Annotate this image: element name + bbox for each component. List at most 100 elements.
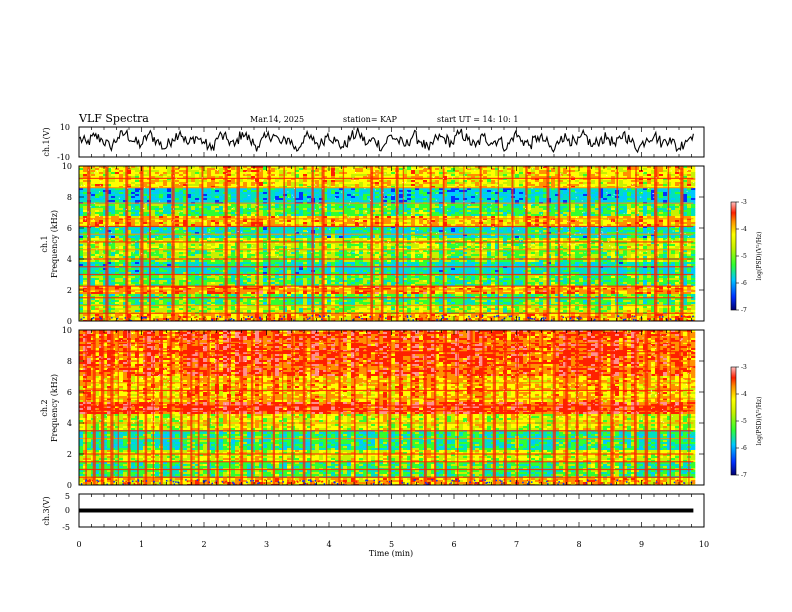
spectrogram-cell — [331, 194, 336, 197]
spectrogram-cell — [667, 210, 672, 213]
spectrogram-cell — [407, 192, 412, 195]
spectrogram-cell — [347, 222, 352, 225]
spectrogram-cell — [483, 166, 488, 169]
spectrogram-cell — [691, 190, 696, 193]
spectrogram-cell — [103, 190, 108, 193]
spectrogram-cell — [375, 210, 380, 213]
spectrogram-cell — [691, 214, 696, 217]
spectrogram-cell — [131, 178, 136, 181]
spectrogram-cell — [559, 200, 564, 203]
spectrogram-cell — [215, 200, 220, 203]
spectrogram-cell — [231, 170, 236, 173]
spectrogram-cell — [683, 194, 688, 197]
spectrogram-cell — [179, 206, 184, 209]
spectrogram-cell — [227, 180, 232, 183]
spectrogram-cell — [339, 206, 344, 209]
spectrogram-cell — [439, 224, 444, 227]
spectrogram-cell — [355, 170, 360, 173]
spectrogram-cell — [211, 194, 216, 197]
spectrogram-cell — [463, 208, 468, 211]
spectrogram-cell — [539, 208, 544, 211]
spectrogram-cell — [495, 190, 500, 193]
spectrogram-cell — [191, 214, 196, 217]
spectrogram-cell — [475, 182, 480, 185]
spectrogram-cell — [207, 168, 212, 171]
spectrogram-cell — [279, 220, 284, 223]
spectrogram-cell — [303, 170, 308, 173]
spectrogram-cell — [627, 196, 632, 199]
spectrogram-cell — [419, 174, 424, 177]
spectrogram-cell — [123, 210, 128, 213]
spectrogram-cell — [339, 180, 344, 183]
spectrogram-cell — [543, 204, 548, 207]
spectrogram-cell — [339, 194, 344, 197]
spectrogram-cell — [207, 216, 212, 219]
spectrogram-cell — [359, 172, 364, 175]
spectrogram-cell — [111, 168, 116, 171]
spectrogram-cell — [371, 214, 376, 217]
spectrogram-cell — [159, 184, 164, 187]
spectrogram-cell — [663, 200, 668, 203]
spectrogram-cell — [411, 208, 416, 211]
spectrogram-cell — [155, 198, 160, 201]
spectrogram-cell — [675, 172, 680, 175]
spectrogram-cell — [263, 192, 268, 195]
spectrogram-cell — [463, 176, 468, 179]
spectrogram-cell — [359, 224, 364, 227]
spectrogram-cell — [563, 204, 568, 207]
spectrogram-cell — [667, 166, 672, 169]
spectrogram-cell — [491, 182, 496, 185]
spectrogram-cell — [323, 178, 328, 181]
spectrogram-cell — [387, 178, 392, 181]
spectrogram-cell — [647, 208, 652, 211]
spectrogram-cell — [215, 226, 220, 229]
spectrogram-cell — [387, 184, 392, 187]
spectrogram-cell — [331, 216, 336, 219]
spectrogram-cell — [623, 208, 628, 211]
spectrogram-cell — [411, 184, 416, 187]
spectrogram-cell — [363, 214, 368, 217]
spectrogram-cell — [623, 184, 628, 187]
spectrogram-cell — [627, 180, 632, 183]
spectrogram-cell — [131, 208, 136, 211]
spectrogram-cell — [431, 220, 436, 223]
spectrogram-cell — [239, 200, 244, 203]
spectrogram-cell — [199, 216, 204, 219]
spectrogram-cell — [83, 198, 88, 201]
spectrogram-cell — [355, 212, 360, 215]
spectrogram-cell — [115, 200, 120, 203]
spectrogram-cell — [455, 182, 460, 185]
spectrogram-cell — [175, 188, 180, 191]
spectrogram-cell — [263, 172, 268, 175]
spectrogram-cell — [583, 220, 588, 223]
spectrogram-cell — [227, 204, 232, 207]
spectrogram-cell — [303, 200, 308, 203]
spectrogram-cell — [367, 184, 372, 187]
spectrogram-cell — [603, 214, 608, 217]
spectrogram-cell — [435, 210, 440, 213]
spectrogram-cell — [151, 210, 156, 213]
spectrogram-cell — [663, 222, 668, 225]
spectrogram-cell — [435, 172, 440, 175]
spectrogram-cell — [127, 178, 132, 181]
spectrogram-cell — [639, 204, 644, 207]
spectrogram-cell — [495, 188, 500, 191]
spectrogram-cell — [599, 190, 604, 193]
spectrogram-cell — [427, 208, 432, 211]
spectrogram-cell — [419, 220, 424, 223]
spectrogram-cell — [127, 204, 132, 207]
spectrogram-cell — [95, 182, 100, 185]
spectrogram-cell — [247, 190, 252, 193]
spectrogram-cell — [635, 222, 640, 225]
spectrogram-cell — [675, 168, 680, 171]
spectrogram-cell — [467, 176, 472, 179]
spectrogram-cell — [143, 182, 148, 185]
spectrogram-cell — [399, 224, 404, 227]
spectrogram-cell — [483, 176, 488, 179]
spectrogram-cell — [431, 216, 436, 219]
spectrogram-cell — [555, 222, 560, 225]
spectrogram-cell — [95, 194, 100, 197]
spectrogram-cell — [663, 206, 668, 209]
spectrogram-cell — [383, 226, 388, 229]
spectrogram-cell — [487, 172, 492, 175]
